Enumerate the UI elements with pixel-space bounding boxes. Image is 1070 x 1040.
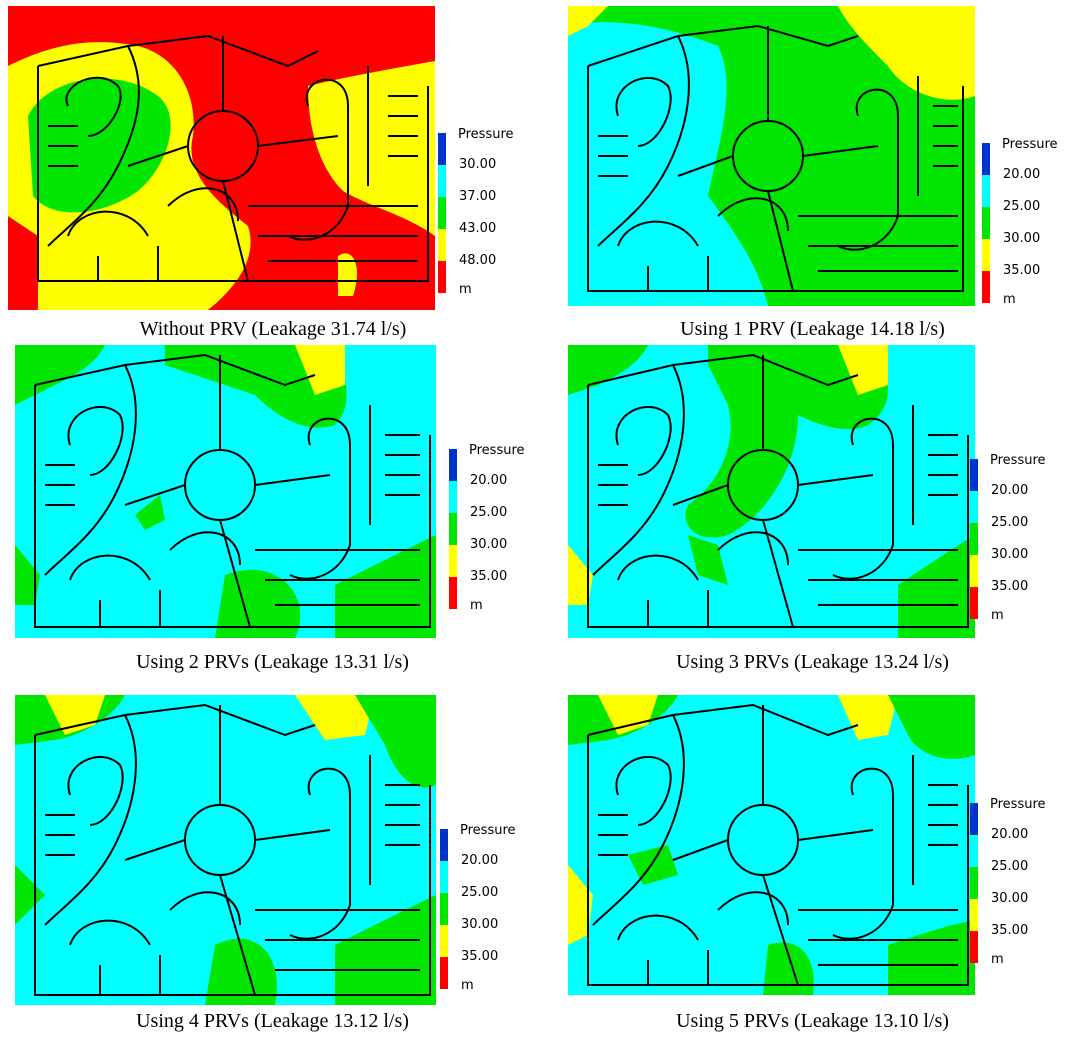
pressure-map-svg	[568, 695, 975, 995]
pressure-legend: Pressure 20.00 25.00 30.00 35.00 m	[440, 823, 550, 993]
legend-value: 25.00	[991, 515, 1029, 530]
legend-value: 48.00	[459, 253, 497, 268]
legend-value: 30.00	[1003, 231, 1041, 246]
pipe-network	[587, 24, 964, 292]
legend-value: 35.00	[1003, 263, 1041, 278]
legend-value: 35.00	[991, 579, 1029, 594]
legend-swatch-cyan	[970, 491, 978, 523]
legend-swatch-green	[438, 197, 446, 229]
pressure-map	[15, 695, 436, 1005]
pressure-map	[568, 695, 975, 995]
pressure-legend: Pressure 20.00 25.00 30.00 35.00 m	[970, 797, 1070, 967]
pressure-map-svg	[568, 6, 975, 306]
legend-swatch-green	[440, 893, 448, 925]
legend-swatch-red	[449, 577, 457, 609]
legend-title: Pressure	[1002, 137, 1058, 152]
legend-value: 25.00	[1003, 199, 1041, 214]
pressure-map-svg	[15, 695, 436, 1005]
pressure-legend: Pressure 20.00 25.00 30.00 35.00 m	[982, 137, 1070, 307]
legend-swatch-yellow	[982, 239, 990, 271]
legend-value: 35.00	[991, 923, 1029, 938]
legend-value: 20.00	[991, 827, 1029, 842]
legend-swatch-red	[970, 931, 978, 963]
legend-value: 20.00	[461, 853, 499, 868]
legend-value: 30.00	[991, 891, 1029, 906]
legend-swatch-yellow	[970, 555, 978, 587]
legend-unit: m	[461, 978, 474, 993]
panel-caption: Using 1 PRV (Leakage 14.18 l/s)	[680, 318, 945, 340]
panel-caption: Using 4 PRVs (Leakage 13.12 l/s)	[136, 1010, 409, 1032]
panel-caption: Using 5 PRVs (Leakage 13.10 l/s)	[676, 1010, 949, 1032]
legend-value: 35.00	[461, 949, 499, 964]
panel-caption: Using 2 PRVs (Leakage 13.31 l/s)	[136, 651, 409, 673]
legend-swatch-blue	[970, 803, 978, 835]
legend-swatch-red	[982, 271, 990, 303]
legend-unit: m	[991, 952, 1004, 967]
legend-value: 20.00	[470, 473, 508, 488]
pressure-legend: Pressure 30.00 37.00 43.00 48.00 m	[438, 127, 548, 297]
pipe-network	[34, 353, 431, 628]
legend-value: 20.00	[1003, 167, 1041, 182]
legend-unit: m	[470, 598, 483, 613]
legend-swatch-blue	[449, 449, 457, 481]
legend-title: Pressure	[990, 453, 1046, 468]
pressure-legend: Pressure 20.00 25.00 30.00 35.00 m	[970, 453, 1070, 623]
panel-caption: Without PRV (Leakage 31.74 l/s)	[139, 318, 407, 340]
legend-value: 30.00	[470, 537, 508, 552]
legend-swatch-green	[970, 867, 978, 899]
legend-title: Pressure	[460, 823, 516, 838]
pressure-map	[8, 6, 435, 310]
legend-swatch-cyan	[449, 481, 457, 513]
legend-value: 20.00	[991, 483, 1029, 498]
pressure-legend: Pressure 20.00 25.00 30.00 35.00 m	[449, 443, 559, 613]
legend-swatch-yellow	[438, 229, 446, 261]
pipe-network	[587, 703, 969, 986]
panel-caption: Using 3 PRVs (Leakage 13.24 l/s)	[676, 651, 949, 673]
legend-swatch-cyan	[438, 165, 446, 197]
legend-unit: m	[991, 608, 1004, 623]
pipe-network	[34, 703, 431, 996]
legend-value: 30.00	[461, 917, 499, 932]
pressure-map	[568, 345, 975, 638]
legend-swatch-yellow	[449, 545, 457, 577]
legend-swatch-blue	[982, 143, 990, 175]
legend-swatch-blue	[970, 459, 978, 491]
legend-title: Pressure	[469, 443, 525, 458]
pressure-map-svg	[568, 345, 975, 638]
legend-swatch-cyan	[982, 175, 990, 207]
pipe-network	[37, 34, 429, 282]
legend-swatch-red	[970, 587, 978, 619]
legend-value: 25.00	[991, 859, 1029, 874]
pressure-map-svg	[15, 345, 436, 638]
legend-swatch-green	[970, 523, 978, 555]
legend-value: 30.00	[991, 547, 1029, 562]
legend-swatch-green	[982, 207, 990, 239]
legend-swatch-blue	[438, 133, 446, 165]
legend-value: 35.00	[470, 569, 508, 584]
legend-title: Pressure	[990, 797, 1046, 812]
legend-title: Pressure	[458, 127, 514, 142]
legend-swatch-cyan	[440, 861, 448, 893]
legend-swatch-green	[449, 513, 457, 545]
legend-value: 25.00	[470, 505, 508, 520]
legend-unit: m	[1003, 292, 1016, 307]
legend-swatch-yellow	[970, 899, 978, 931]
legend-value: 25.00	[461, 885, 499, 900]
legend-swatch-red	[438, 261, 446, 293]
legend-unit: m	[459, 282, 472, 297]
pressure-map-svg	[8, 6, 435, 310]
legend-value: 43.00	[459, 221, 497, 236]
legend-value: 37.00	[459, 189, 497, 204]
legend-swatch-blue	[440, 829, 448, 861]
legend-swatch-red	[440, 957, 448, 989]
legend-swatch-cyan	[970, 835, 978, 867]
pressure-map	[568, 6, 975, 306]
legend-swatch-yellow	[440, 925, 448, 957]
legend-value: 30.00	[459, 157, 497, 172]
pipe-network	[587, 353, 969, 628]
pressure-map	[15, 345, 436, 638]
